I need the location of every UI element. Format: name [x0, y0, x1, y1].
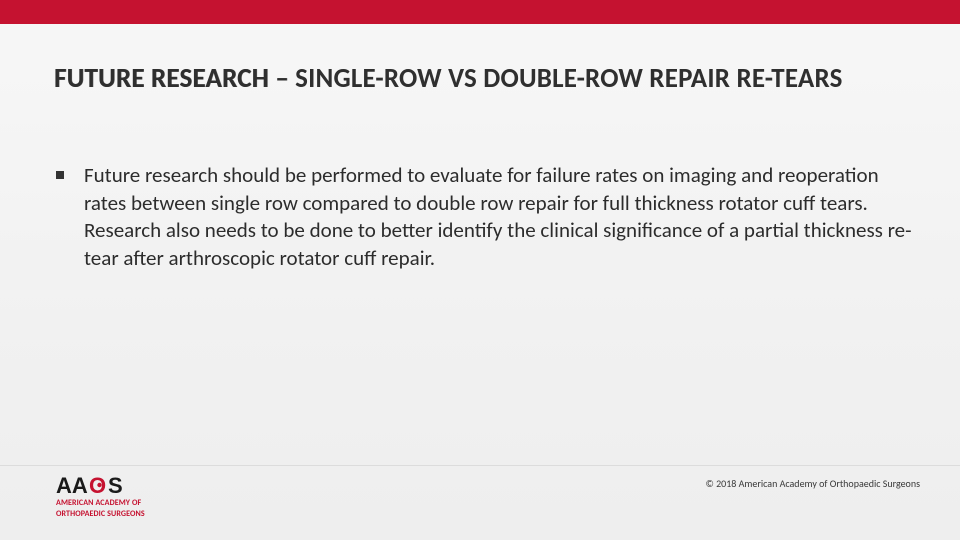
accent-band [0, 0, 960, 24]
logo-subline-2: ORTHOPAEDIC SURGEONS [56, 510, 145, 518]
copyright-text: © 2018 American Academy of Orthopaedic S… [705, 477, 920, 490]
logo-mark: AA O S [56, 473, 145, 497]
svg-text:AA: AA [56, 473, 88, 497]
slide-title: FUTURE RESEARCH – SINGLE-ROW VS DOUBLE-R… [54, 62, 920, 96]
logo-subline-1: AMERICAN ACADEMY OF [56, 499, 145, 507]
title-text: FUTURE RESEARCH – SINGLE-ROW VS DOUBLE-R… [54, 62, 920, 96]
title-prefix: FUTURE RESEARCH – [54, 62, 295, 95]
svg-text:S: S [108, 473, 123, 497]
body-paragraph: Future research should be performed to e… [84, 162, 920, 273]
body-content: Future research should be performed to e… [56, 162, 920, 273]
aaos-logo: AA O S AMERICAN ACADEMY OF ORTHOPAEDIC S… [56, 473, 145, 518]
title-rest: SINGLE-ROW VS DOUBLE-ROW REPAIR RE-TEARS [295, 62, 842, 95]
logo-svg: AA O S [56, 473, 134, 497]
footer-divider [0, 465, 960, 466]
bullet-icon [56, 171, 64, 179]
